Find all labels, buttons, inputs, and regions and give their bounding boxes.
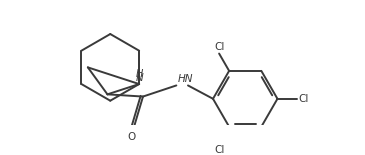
Text: Cl: Cl — [215, 42, 225, 52]
Text: H: H — [135, 69, 143, 79]
Text: Cl: Cl — [299, 94, 309, 104]
Text: Cl: Cl — [215, 145, 225, 155]
Text: N: N — [135, 73, 143, 83]
Text: O: O — [128, 132, 136, 142]
Text: HN: HN — [177, 74, 193, 84]
